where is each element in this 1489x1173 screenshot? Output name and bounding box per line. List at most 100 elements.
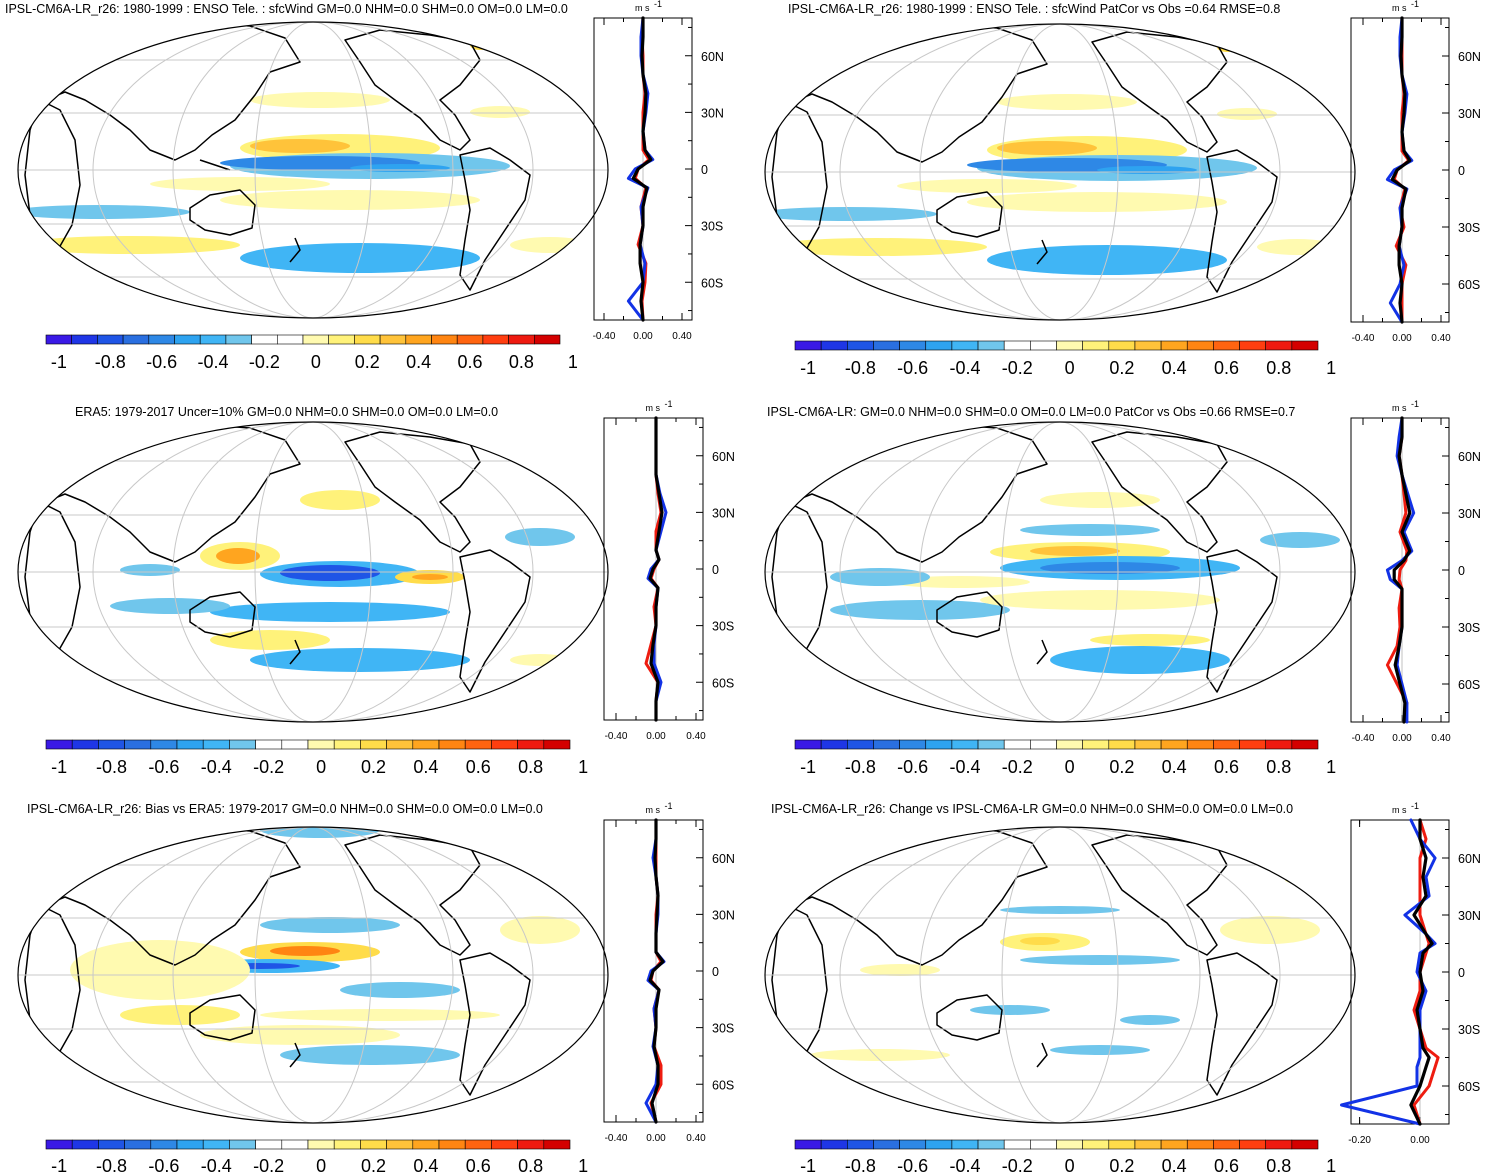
colorbar-label: 0 [1065, 1156, 1075, 1173]
colorbar-swatch [517, 1139, 545, 1150]
colorbar-swatch [1134, 340, 1162, 351]
colorbar-label: -0.6 [897, 757, 928, 777]
colorbar-swatch [229, 739, 256, 750]
colorbar-swatch [1056, 1139, 1083, 1150]
colorbar-swatch [1239, 340, 1267, 351]
map-field [765, 422, 1355, 722]
colorbar-label: 0 [316, 1156, 326, 1173]
lat-tick-label: 30N [701, 106, 724, 120]
lat-tick-label: 30S [701, 220, 723, 234]
colorbar-swatch [328, 334, 355, 345]
colorbar-label: 0.4 [406, 352, 431, 372]
colorbar-swatch [925, 1139, 953, 1150]
map-field [18, 827, 608, 1123]
colorbar-swatch [202, 739, 230, 750]
lat-tick-label: 60N [712, 450, 735, 464]
lat-tick-label: 0 [701, 163, 708, 177]
colorbar-label: 0.6 [458, 352, 483, 372]
zonal-mean-line [648, 416, 664, 722]
lat-tick-label: 60S [1458, 278, 1480, 292]
colorbar-swatch [794, 340, 822, 351]
lat-tick-label: 0 [1458, 164, 1465, 178]
colorbar-label: -0.8 [96, 1156, 127, 1173]
colorbar-swatch [124, 739, 152, 750]
colorbar-swatch [508, 334, 535, 345]
map-panel [17, 421, 609, 723]
colorbar-swatch [1056, 739, 1083, 750]
map-border [764, 23, 1356, 321]
x-tick-label: -0.40 [605, 1133, 628, 1144]
anomaly-contours [110, 490, 575, 672]
colorbar-swatch [45, 1139, 73, 1150]
colorbar-label: -0.4 [201, 1156, 232, 1173]
colorbar-label: -0.4 [949, 1156, 980, 1173]
colorbar-swatch [820, 1139, 848, 1150]
colorbar-swatch [1082, 1139, 1110, 1150]
colorbar-swatch [820, 340, 848, 351]
colorbar-swatch [1291, 739, 1319, 750]
colorbar-swatch [925, 739, 953, 750]
map-border [764, 826, 1356, 1124]
lat-tick-label: 30N [712, 506, 735, 520]
lat-tick-label: 30N [1458, 507, 1481, 521]
map-field [18, 422, 608, 722]
lat-tick-label: 60S [701, 276, 723, 290]
panel-5: IPSL-CM6A-LR_r26: Bias vs ERA5: 1979-201… [17, 801, 735, 1173]
colorbar-label: -0.2 [1002, 757, 1033, 777]
lat-tick-label: 30N [712, 908, 735, 922]
map-panel [17, 21, 609, 319]
colorbar-swatch [517, 739, 545, 750]
panel-6: IPSL-CM6A-LR_r26: Change vs IPSL-CM6A-LR… [764, 801, 1481, 1173]
panel-title: IPSL-CM6A-LR_r26: 1980-1999 : ENSO Tele.… [788, 2, 1280, 16]
colorbar-label: 1 [568, 352, 578, 372]
colorbar-label: -0.6 [897, 358, 928, 378]
colorbar-swatch [977, 1139, 1005, 1150]
zonal-mean-line [1390, 16, 1412, 324]
colorbar-swatch [1082, 340, 1110, 351]
zonal-mean-line [631, 16, 653, 322]
colorbar-swatch [124, 1139, 152, 1150]
colorbar-swatch [1003, 739, 1031, 750]
colorbar-swatch [405, 334, 432, 345]
colorbar-swatch [1030, 739, 1057, 750]
colorbar-swatch [464, 1139, 492, 1150]
colorbar-label: 0.2 [1109, 1156, 1134, 1173]
colorbar-label: 0.6 [466, 1156, 491, 1173]
unit-label: m s [1392, 3, 1407, 13]
colorbar-swatch [281, 739, 309, 750]
x-tick-label: 0.40 [686, 1133, 706, 1144]
colorbar-swatch [71, 1139, 99, 1150]
colorbar-swatch [951, 340, 979, 351]
unit-exponent: -1 [654, 0, 662, 9]
colorbar-swatch [276, 334, 304, 345]
colorbar-swatch [431, 334, 458, 345]
panel-1: IPSL-CM6A-LR_r26: 1980-1999 : ENSO Tele.… [5, 0, 724, 372]
colorbar-label: 0.2 [355, 352, 380, 372]
colorbar-swatch [302, 334, 330, 345]
colorbar: -1 -0.8 -0.6 -0.4 -0.2 0 0.2 0.4 0.6 0.8 1 [794, 1139, 1336, 1173]
colorbar-swatch [1160, 739, 1188, 750]
colorbar-swatch [71, 334, 98, 345]
zonal-mean-plot: m s -1 -0.40 0.00 0.40 60N 30N 0 30S 60S [593, 0, 724, 342]
map-panel [764, 23, 1356, 321]
colorbar-label: 0.8 [518, 757, 543, 777]
colorbar-label: -0.8 [96, 757, 127, 777]
x-tick-label: 0.00 [1410, 1135, 1430, 1146]
colorbar-swatch [899, 340, 927, 351]
colorbar-swatch [1108, 340, 1136, 351]
panel-3: ERA5: 1979-2017 Uncer=10% GM=0.0 NHM=0.0… [17, 399, 735, 777]
colorbar-swatch [333, 739, 361, 750]
x-tick-label: 0.00 [646, 1133, 666, 1144]
colorbar-label: 1 [578, 1156, 588, 1173]
colorbar-swatch [307, 739, 335, 750]
colorbar-swatch [1134, 1139, 1162, 1150]
colorbar-label: -0.8 [95, 352, 126, 372]
lat-tick-label: 60S [712, 676, 734, 690]
colorbar-swatch [255, 1139, 283, 1150]
unit-exponent: -1 [665, 399, 673, 409]
colorbar-swatch [1239, 1139, 1267, 1150]
colorbar-swatch [1265, 739, 1293, 750]
colorbar-label: -1 [800, 1156, 816, 1173]
lat-tick-label: 30S [712, 1022, 734, 1036]
colorbar-swatch [899, 1139, 927, 1150]
